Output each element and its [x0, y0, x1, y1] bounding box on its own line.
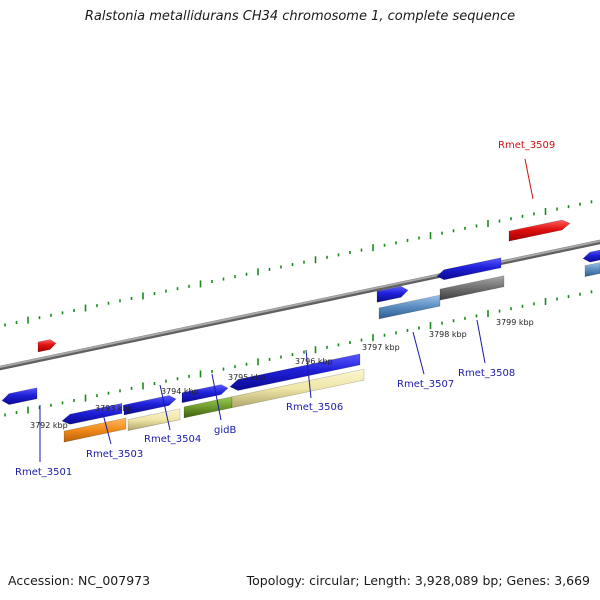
accession-text: Accession: NC_007973: [8, 573, 151, 588]
gene-label-gidb[interactable]: gidB: [214, 425, 236, 436]
leader-line: [305, 349, 312, 399]
gene-arrow-rmet-3506[interactable]: [229, 353, 361, 391]
gene-label-rmet-3506[interactable]: Rmet_3506: [286, 402, 343, 413]
cds-band-khaki-2[interactable]: [231, 368, 365, 409]
kbp-label: 3797 kbp: [362, 343, 400, 352]
gene-label-rmet-3507[interactable]: Rmet_3507: [397, 379, 454, 390]
kbp-label: 3793 kbp: [95, 404, 133, 413]
leader-line: [211, 373, 222, 421]
kbp-label: 3792 kbp: [30, 421, 68, 430]
map-title: Ralstonia metallidurans CH34 chromosome …: [84, 9, 516, 24]
gene-label-rmet-3504[interactable]: Rmet_3504: [144, 434, 201, 445]
chromosome-backbone: [0, 239, 600, 371]
kbp-label: 3794 kbp: [161, 387, 199, 396]
cds-band-steel-edge[interactable]: [584, 262, 600, 277]
gene-arrow-edge[interactable]: [582, 249, 600, 263]
gene-label-rmet-3501[interactable]: Rmet_3501: [15, 467, 72, 478]
kbp-label: 3798 kbp: [429, 330, 467, 339]
gene-features[interactable]: [1, 219, 600, 443]
kbp-scale-labels: 3792 kbp 3793 kbp 3794 kbp 3795 kbp 3796 kbp…: [30, 318, 534, 430]
gene-arrow-rmet-3501[interactable]: [1, 387, 38, 405]
kbp-label: 3799 kbp: [496, 318, 534, 327]
gene-arrow-rmet-3507[interactable]: [376, 285, 409, 303]
leader-line: [524, 158, 534, 200]
gene-arrow-rmet-3508[interactable]: [436, 257, 502, 281]
gene-arrow-rmet-3503[interactable]: [61, 403, 123, 425]
gene-arrow-rmet-3509[interactable]: [508, 219, 571, 242]
leader-line: [159, 384, 171, 431]
leader-line: [102, 413, 112, 445]
gene-arrow-small-red[interactable]: [37, 339, 57, 353]
kbp-label: 3795 kbp: [228, 373, 266, 382]
cds-band-khaki-1[interactable]: [127, 408, 181, 431]
gene-label-rmet-3508[interactable]: Rmet_3508: [458, 368, 515, 379]
tick-marks: [4, 200, 593, 417]
cds-band-gray[interactable]: [439, 275, 505, 301]
gene-label-rmet-3509[interactable]: Rmet_3509: [498, 140, 555, 151]
genome-summary-text: Topology: circular; Length: 3,928,089 bp…: [246, 573, 590, 588]
leader-line: [476, 319, 486, 364]
gene-label-rmet-3503[interactable]: Rmet_3503: [86, 449, 143, 460]
kbp-label: 3796 kbp: [295, 357, 333, 366]
cds-band-steel[interactable]: [378, 294, 441, 320]
leader-line: [412, 331, 425, 375]
